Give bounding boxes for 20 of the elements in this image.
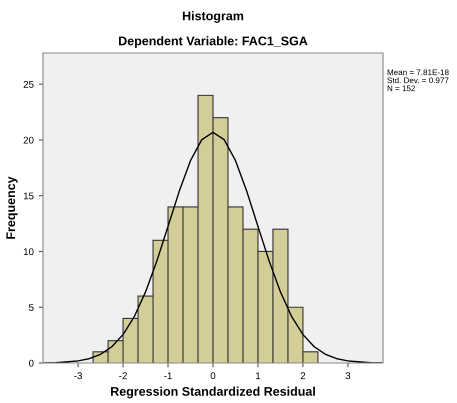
text: Std. Dev. = 0.977 (387, 77, 448, 84)
x-tick-label: -1 (164, 372, 172, 380)
y-tick-label: 0 (28, 360, 34, 367)
x-axis-title: Regression Standardized Residual (111, 386, 315, 398)
x-tick-label: 2 (300, 372, 306, 380)
x-tick-label: 3 (346, 372, 350, 380)
chart-subtitle: Dependent Variable: FAC1_SGA (119, 36, 308, 48)
chart-title: Histogram (182, 11, 244, 23)
x-tick-label: -2 (119, 372, 127, 380)
y-tick-label: 15 (24, 192, 34, 200)
y-tick-label: 20 (24, 136, 34, 144)
y-tick-label: 25 (24, 80, 34, 88)
x-tick-label: 0 (210, 372, 216, 380)
text: Mean = 7.81E-18 (388, 69, 449, 76)
x-tick-label: -3 (74, 372, 82, 380)
y-axis-title: Frequency (6, 176, 18, 239)
y-tick-label: 5 (28, 304, 34, 311)
y-tick-label: 10 (24, 248, 34, 256)
x-tick-label: 1 (256, 372, 260, 380)
text: N = 152 (388, 85, 416, 92)
